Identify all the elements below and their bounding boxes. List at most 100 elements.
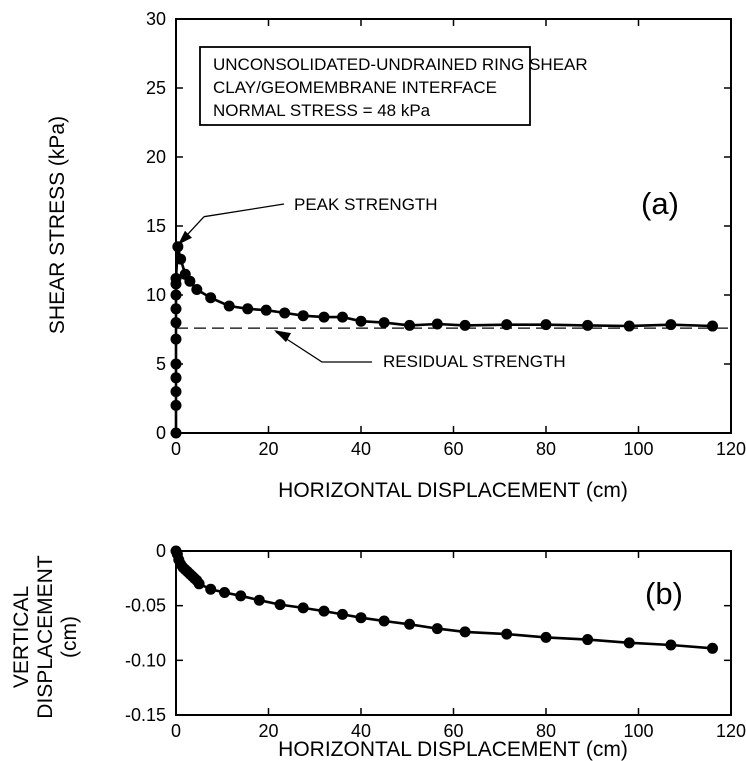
data-point-b — [501, 628, 513, 640]
panel-a: 0 20 40 60 80 100 120 0 5 10 15 20 25 30 UNCONSOLIDAT… — [46, 9, 746, 502]
y-tick-label-b: -0.10 — [125, 650, 166, 670]
data-point-a — [318, 311, 330, 323]
data-point-a — [170, 427, 182, 439]
data-point-a — [170, 372, 182, 384]
data-point-b — [235, 590, 247, 602]
data-point-b — [707, 642, 718, 654]
data-point-a — [170, 386, 182, 398]
data-point-b — [297, 602, 309, 614]
y-tick-label-a: 25 — [146, 78, 166, 98]
data-point-a — [172, 241, 184, 253]
peak-leader-line — [203, 203, 285, 218]
data-point-a — [459, 319, 471, 331]
data-point-a — [170, 358, 182, 370]
y-tick-label-a: 0 — [156, 423, 166, 443]
a-ticks: 0 20 40 60 80 100 120 0 5 10 15 20 25 30 — [146, 9, 746, 459]
x-tick-label-b: 80 — [536, 721, 556, 741]
data-point-a — [205, 292, 217, 304]
y-tick-label-b: 0 — [156, 541, 166, 561]
data-point-b — [665, 639, 677, 651]
data-point-a — [378, 317, 390, 329]
data-point-a — [184, 275, 196, 287]
legend-line-3: NORMAL STRESS = 48 kPa — [213, 101, 431, 120]
b-marks — [170, 545, 718, 654]
x-tick-label-a: 60 — [443, 439, 463, 459]
x-tick-label-a: 20 — [258, 439, 278, 459]
data-point-a — [707, 320, 718, 332]
residual-strength-label: RESIDUAL STRENGTH — [383, 352, 566, 371]
x-tick-label-b: 120 — [716, 721, 746, 741]
data-point-a — [170, 272, 182, 284]
x-tick-label-a: 120 — [716, 439, 746, 459]
x-tick-label-a: 40 — [351, 439, 371, 459]
data-point-a — [170, 317, 182, 329]
data-point-a — [355, 315, 367, 327]
data-point-b — [253, 594, 265, 606]
y-tick-label-a: 20 — [146, 147, 166, 167]
y-axis-title-b-line-3: (cm) — [58, 616, 81, 658]
data-point-b — [431, 623, 443, 635]
data-point-a — [431, 318, 443, 330]
x-tick-label-a: 100 — [623, 439, 653, 459]
y-tick-label-a: 5 — [156, 354, 166, 374]
data-point-b — [355, 612, 367, 624]
data-point-b — [318, 605, 330, 617]
data-point-a — [501, 319, 513, 331]
b-ticks: 0 20 40 60 80 100 120 0 -0.05 -0.10 -0.15 — [125, 541, 746, 741]
y-tick-label-a: 10 — [146, 285, 166, 305]
x-axis-title-b: HORIZONTAL DISPLACEMENT (cm) — [278, 738, 628, 761]
series-line-a — [174, 246, 713, 433]
x-tick-label-b: 20 — [258, 721, 278, 741]
legend-box — [199, 46, 531, 126]
data-point-a — [223, 300, 235, 312]
data-point-a — [170, 333, 182, 345]
data-point-a — [170, 289, 182, 301]
data-point-a — [279, 307, 291, 319]
x-tick-label-b: 100 — [623, 721, 653, 741]
data-point-a — [582, 319, 594, 331]
panel-label-b: (b) — [645, 576, 683, 611]
data-point-a — [404, 319, 416, 331]
x-axis-title-a: HORIZONTAL DISPLACEMENT (cm) — [278, 479, 628, 502]
a-marks — [170, 203, 731, 439]
data-point-a — [170, 399, 182, 411]
data-point-a — [170, 303, 182, 315]
y-tick-label-a: 15 — [146, 216, 166, 236]
data-point-b — [219, 587, 231, 599]
x-tick-label-b: 60 — [443, 721, 463, 741]
legend-line-1: UNCONSOLIDATED-UNDRAINED RING SHEAR — [213, 55, 588, 74]
data-point-a — [665, 319, 677, 331]
x-tick-label-a: 0 — [171, 439, 181, 459]
peak-strength-label: PEAK STRENGTH — [294, 195, 438, 214]
data-point-a — [191, 283, 203, 295]
data-point-a — [260, 304, 272, 316]
data-point-b — [205, 583, 217, 595]
y-tick-label-a: 30 — [146, 9, 166, 29]
panel-label-a: (a) — [641, 186, 679, 221]
data-point-a — [175, 253, 187, 265]
y-axis-title-a: SHEAR STRESS (kPa) — [46, 116, 69, 334]
data-point-b — [404, 618, 416, 630]
y-axis-title-b-line-1: VERTICAL — [10, 586, 33, 688]
data-point-a — [297, 310, 309, 322]
y-tick-label-b: -0.05 — [125, 596, 166, 616]
data-point-a — [242, 303, 254, 315]
legend-line-2: CLAY/GEOMEMBRANE INTERFACE — [213, 78, 497, 97]
y-axis-title-b-line-2: DISPLACEMENT — [34, 555, 57, 719]
data-point-b — [193, 578, 205, 590]
panel-b: 0 20 40 60 80 100 120 0 -0.05 -0.10 -0.15 (b) VERT… — [10, 541, 746, 761]
peak-arrowhead — [178, 230, 192, 245]
residual-arrowhead — [274, 330, 291, 343]
data-point-a — [623, 320, 635, 332]
data-point-a — [540, 319, 552, 331]
data-point-b — [459, 626, 471, 638]
y-tick-label-b: -0.15 — [125, 705, 166, 725]
data-point-b — [623, 637, 635, 649]
data-point-b — [582, 634, 594, 646]
x-tick-label-b: 0 — [171, 721, 181, 741]
x-tick-label-b: 40 — [351, 721, 371, 741]
residual-leader-line — [275, 331, 372, 363]
data-point-b — [540, 631, 552, 643]
x-tick-label-a: 80 — [536, 439, 556, 459]
